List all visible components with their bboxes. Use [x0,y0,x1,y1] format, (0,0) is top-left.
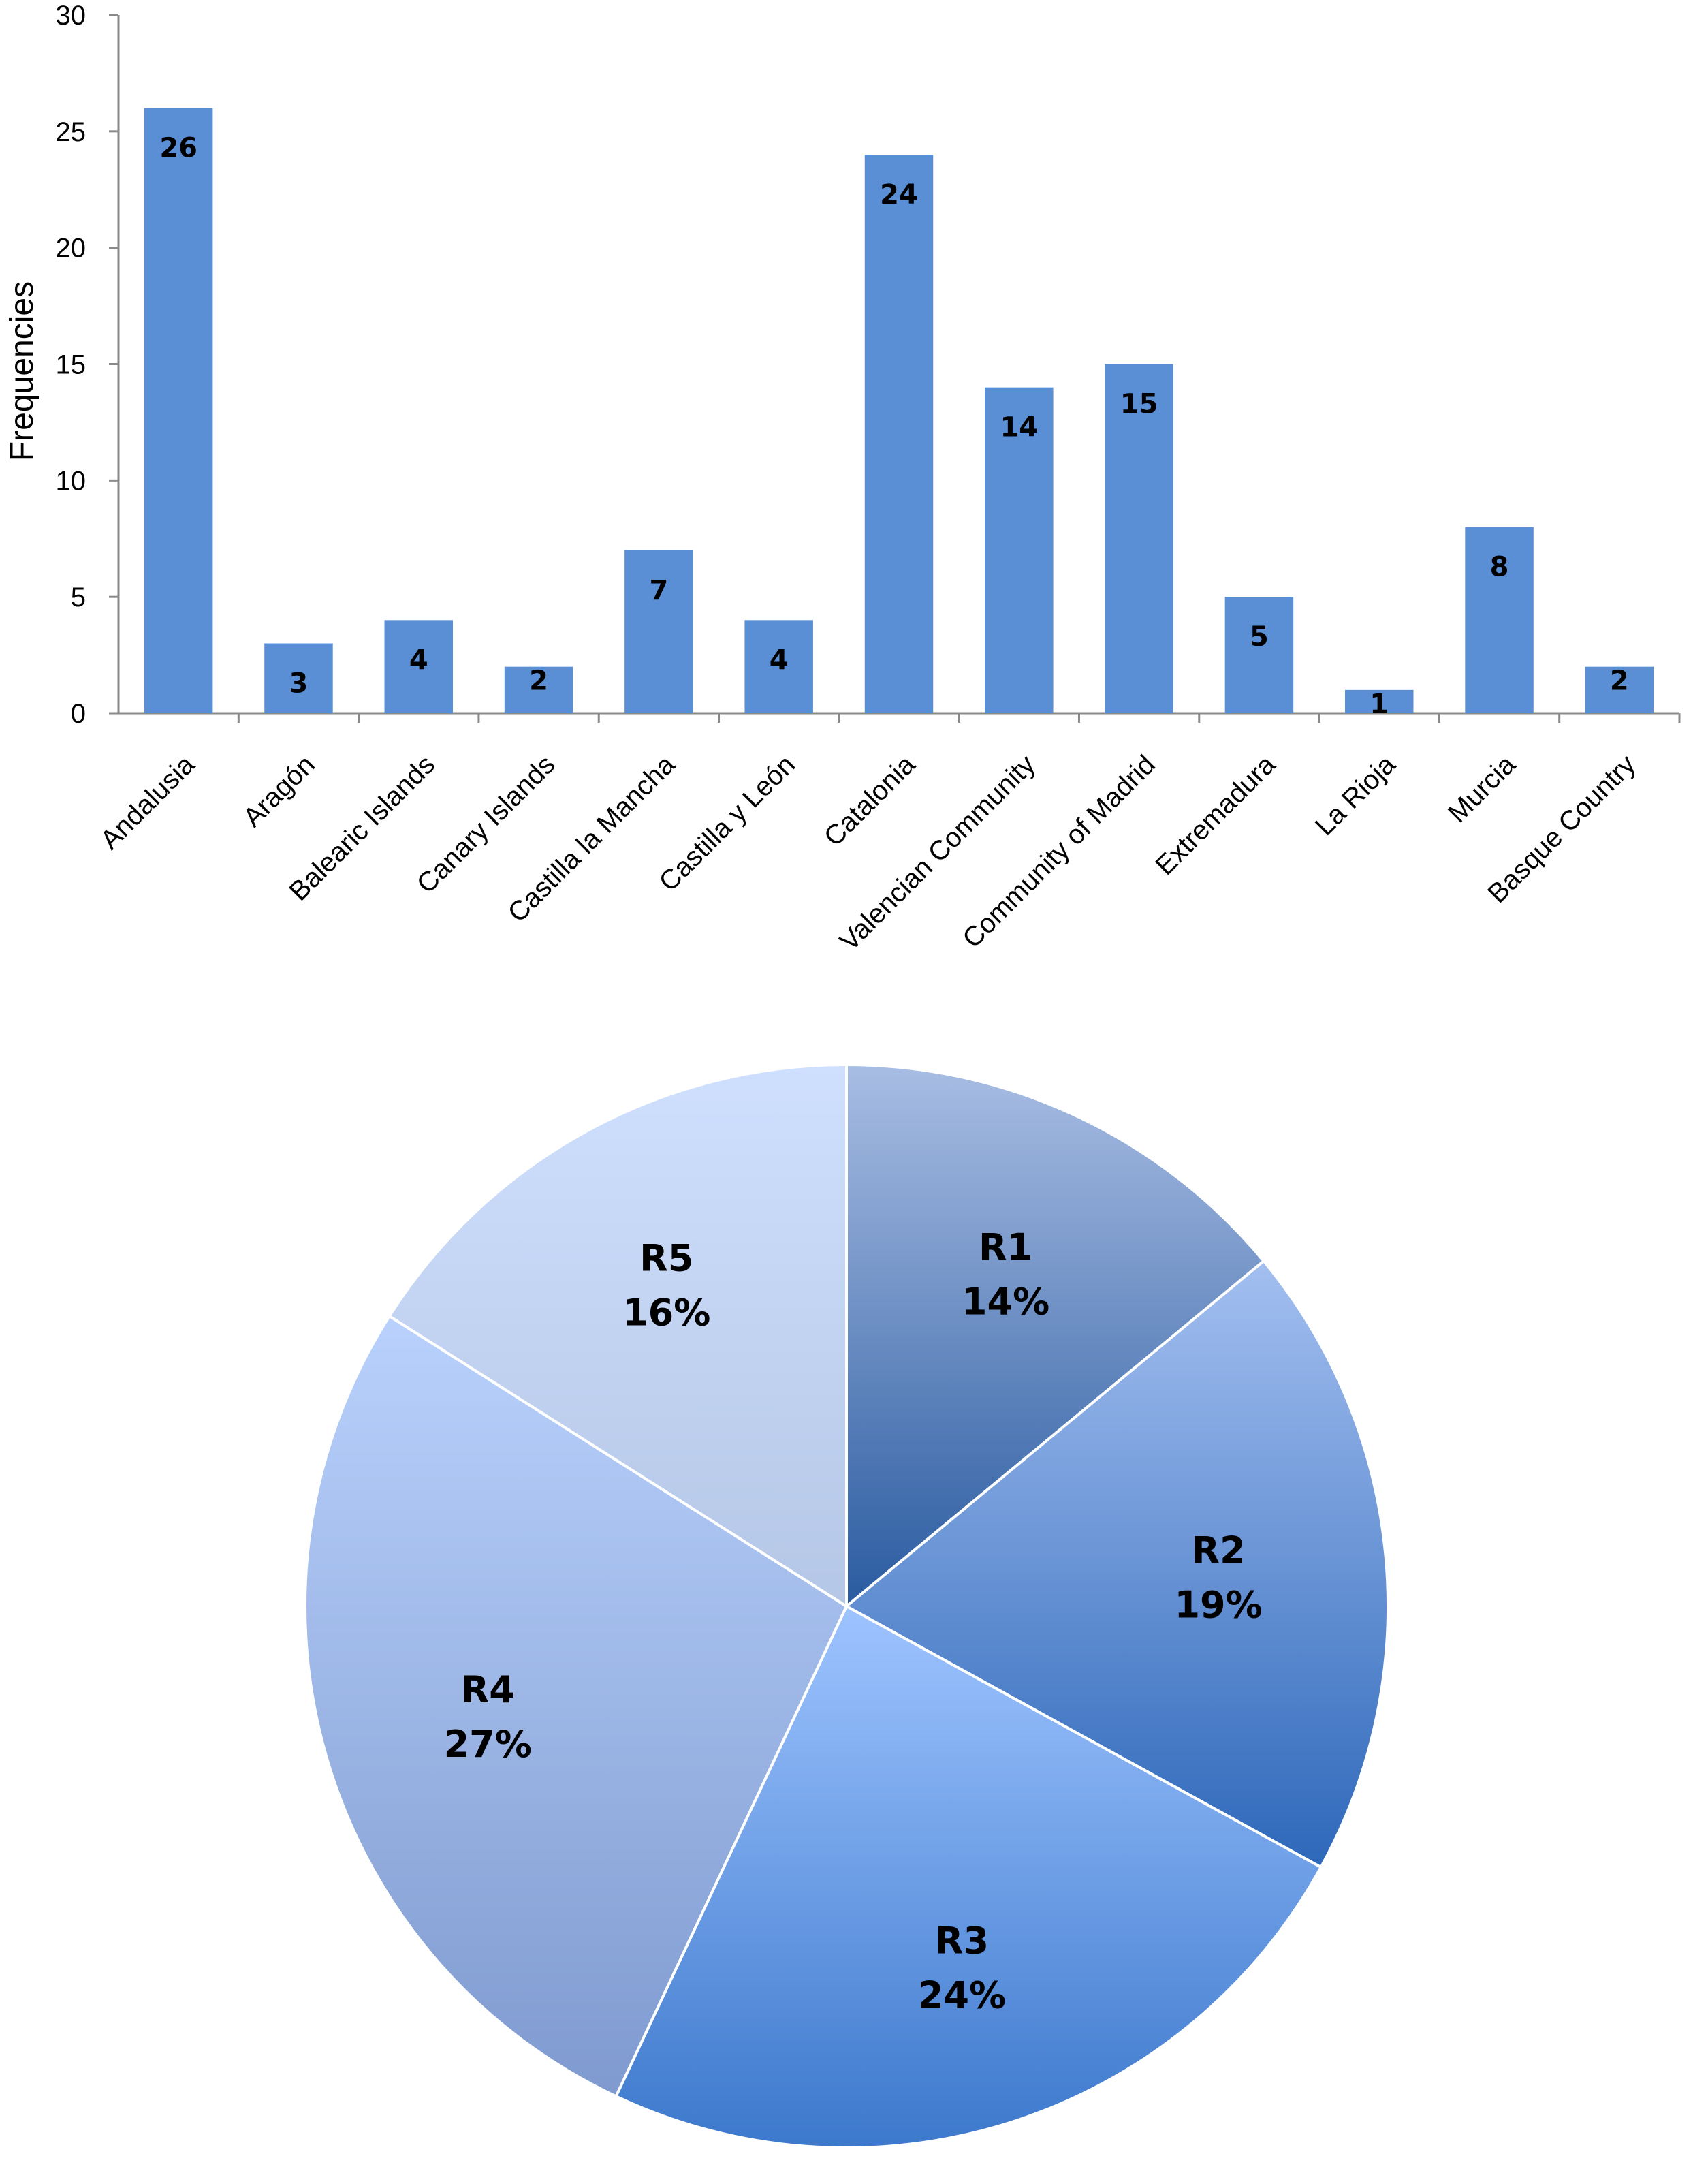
pie-slice-name: R3 [935,1920,989,1963]
bar-value-label: 8 [1490,552,1509,583]
pie-slice-percent: 16% [622,1291,710,1334]
y-tick-label: 20 [56,234,86,264]
y-tick-label: 0 [71,699,86,729]
bar-value-label: 5 [1250,621,1269,653]
category-label: Aragón [238,749,321,832]
y-tick-label: 30 [56,1,86,31]
bar-value-label: 7 [649,575,668,606]
bar-value-label: 4 [409,644,428,676]
bar-value-label: 26 [159,133,197,164]
y-axis-title: Frequencies [4,281,40,461]
bar [1105,364,1173,713]
category-label: La Rioja [1310,749,1402,841]
category-label: Andalusia [95,749,201,856]
category-label: Extremadura [1150,749,1282,881]
pie-slice-percent: 19% [1174,1583,1262,1626]
pie-slice [387,1063,848,1609]
bar [1224,597,1294,713]
bar [1585,666,1654,713]
pie-slice [614,1604,1323,2149]
pie-slice-percent: 27% [444,1723,532,1766]
bar-value-label: 14 [1000,412,1038,443]
bar-value-label: 3 [289,668,309,700]
category-label: Murcia [1442,749,1522,829]
category-label: Community of Madrid [957,749,1161,954]
pie-slice [304,1314,849,2099]
y-tick-label: 25 [56,117,86,147]
y-ticks: 0 5 10 15 20 25 30 [56,1,118,729]
pie-slice-name: R1 [979,1226,1032,1269]
category-label: Catalonia [819,749,921,852]
bar-chart: Frequencies 0 5 10 15 20 25 30 26 3 4 2 7 4 24 14 15 5 1… [4,1,1681,956]
bar [864,155,934,713]
pie-chart: R1 14% R2 19% R3 24% R4 27% R5 16% [304,1063,1389,2149]
pie-slice [844,1259,1389,1869]
bar [144,108,213,713]
y-tick-label: 15 [56,350,86,380]
bar [1465,527,1534,713]
bar [744,620,813,713]
bar-value-label: 1 [1370,689,1389,720]
bar [264,643,333,713]
pie-slice [845,1063,1266,1610]
bar [1344,689,1414,713]
pie-slice-name: R4 [461,1668,515,1711]
bar-value-label: 2 [1610,666,1629,697]
pie-slice-name: R2 [1192,1529,1246,1572]
bar [504,666,573,713]
pie-slice-percent: 14% [962,1281,1049,1324]
bar [384,620,454,713]
bar-value-label: 24 [880,179,918,210]
y-tick-label: 5 [71,582,86,612]
bars: 26 3 4 2 7 4 24 14 15 5 1 8 2 [144,108,1654,720]
pie-slice-name: R5 [639,1236,693,1279]
bar-value-label: 4 [770,644,789,676]
bar-value-label: 15 [1120,389,1158,420]
pie-slice-percent: 24% [918,1974,1006,2017]
bar-value-label: 2 [529,666,548,697]
category-label: Valencian Community [834,749,1041,956]
y-tick-label: 10 [56,466,86,496]
bar [624,550,693,713]
bar [985,387,1054,713]
